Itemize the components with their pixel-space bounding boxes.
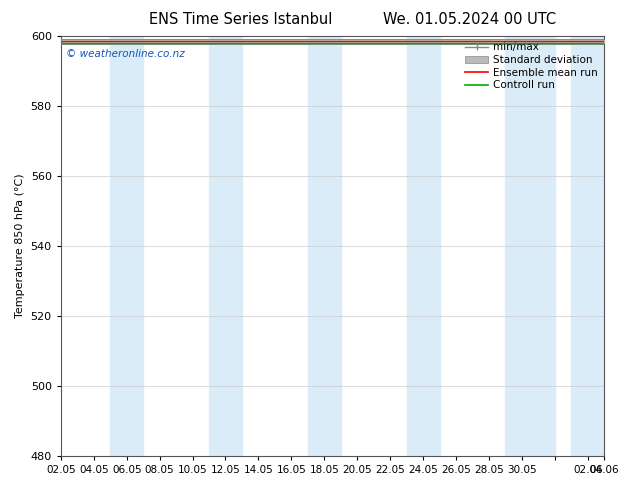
Text: © weatheronline.co.nz: © weatheronline.co.nz bbox=[67, 49, 185, 59]
Bar bbox=[406, 36, 439, 456]
Bar bbox=[209, 36, 242, 456]
Bar bbox=[571, 36, 604, 456]
Text: ENS Time Series Istanbul: ENS Time Series Istanbul bbox=[149, 12, 333, 27]
Bar bbox=[110, 36, 143, 456]
Bar bbox=[505, 36, 555, 456]
Y-axis label: Temperature 850 hPa (°C): Temperature 850 hPa (°C) bbox=[15, 174, 25, 318]
Text: We. 01.05.2024 00 UTC: We. 01.05.2024 00 UTC bbox=[382, 12, 556, 27]
Legend: min/max, Standard deviation, Ensemble mean run, Controll run: min/max, Standard deviation, Ensemble me… bbox=[462, 39, 601, 93]
Bar bbox=[308, 36, 340, 456]
